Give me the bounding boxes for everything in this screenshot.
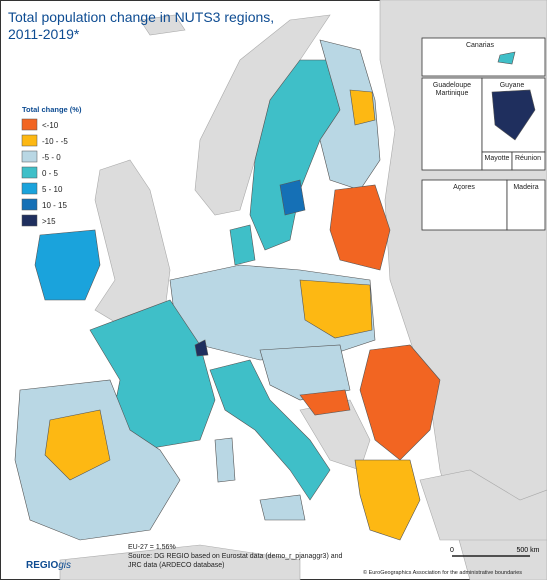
legend-swatch xyxy=(21,198,38,211)
region-canarias xyxy=(497,51,516,65)
inset-label: Guyane xyxy=(500,82,525,89)
logo: REGIOgis xyxy=(26,560,71,571)
inset-label: Guadeloupe xyxy=(433,82,471,89)
region-spain-inner xyxy=(44,409,111,481)
region-ireland xyxy=(34,229,101,301)
inset-label: Mayotte xyxy=(485,155,510,162)
legend-swatch xyxy=(21,166,38,179)
inset-label: Canarias xyxy=(466,42,495,49)
region-greece xyxy=(354,459,421,541)
legend-label: 5 - 10 xyxy=(42,185,63,194)
copyright: © EuroGeographics Association for the ad… xyxy=(363,569,522,576)
inset-label: Madeira xyxy=(513,184,538,191)
region-city xyxy=(194,339,209,357)
legend: <-10 -10 - -5 -5 - 0 0 - 5 5 - 10 10 - 15 >15 xyxy=(21,118,68,227)
logo-part: gis xyxy=(58,560,71,571)
turkey xyxy=(419,469,547,541)
region-romania-bulgaria xyxy=(359,344,441,461)
inset-box xyxy=(421,77,483,171)
region-croatia xyxy=(299,389,351,416)
legend-label: -10 - -5 xyxy=(42,137,68,146)
source: Source: DG REGIO based on Eurostat data … xyxy=(128,553,343,560)
region-poland-east xyxy=(299,279,373,339)
region-denmark xyxy=(229,224,256,266)
legend-swatch xyxy=(21,118,38,131)
scale-label: 500 km xyxy=(517,547,540,554)
region-sardinia xyxy=(214,437,236,483)
inset-box xyxy=(506,179,546,231)
legend-swatch xyxy=(21,134,38,147)
iceland xyxy=(139,14,186,36)
inset-label: Açores xyxy=(453,184,475,191)
region-sicily xyxy=(259,494,306,521)
inset-box xyxy=(421,179,508,231)
logo-part: REGIO xyxy=(26,560,58,571)
inset-label: Réunion xyxy=(515,155,541,162)
region-baltics xyxy=(329,184,391,271)
region-italy xyxy=(209,359,331,501)
legend-title: Total change (%) xyxy=(22,105,82,114)
inset-box xyxy=(511,151,546,171)
region-stockholm xyxy=(279,179,306,216)
region-guyane xyxy=(491,89,536,141)
legend-swatch xyxy=(21,150,38,163)
title: Total population change in NUTS3 regions… xyxy=(8,9,274,25)
north-africa xyxy=(59,544,301,580)
legend-label: >15 xyxy=(42,217,56,226)
footnote: EU-27 = 1.56% xyxy=(128,544,176,551)
legend-label: <-10 xyxy=(42,121,59,130)
region-finland-east xyxy=(349,89,376,126)
legend-label: 10 - 15 xyxy=(42,201,67,210)
inset-label: Martinique xyxy=(436,90,469,97)
inset-box xyxy=(421,37,546,77)
legend-label: 0 - 5 xyxy=(42,169,59,178)
title: 2011-2019* xyxy=(8,26,80,42)
scale-label: 0 xyxy=(450,547,454,554)
legend-swatch xyxy=(21,182,38,195)
legend-swatch xyxy=(21,214,38,227)
legend-label: -5 - 0 xyxy=(42,153,61,162)
source: JRC data (ARDECO database) xyxy=(128,562,224,569)
